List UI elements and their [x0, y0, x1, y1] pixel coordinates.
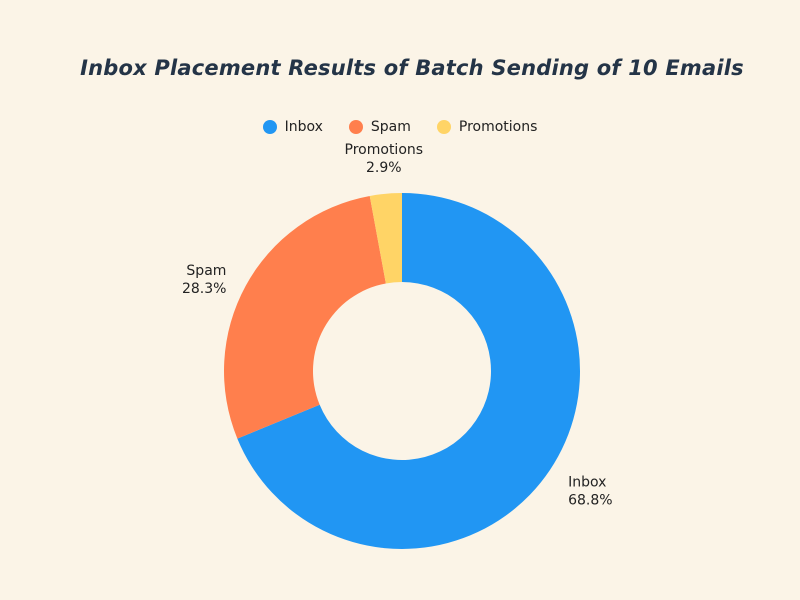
- slice-inbox[interactable]: [237, 193, 581, 549]
- slice-label-name-inbox: Inbox: [568, 474, 606, 490]
- slice-labels: Inbox 68.8% Spam 28.3% Promotions 2.9%: [182, 142, 613, 509]
- chart-title: Inbox Placement Results of Batch Sending…: [80, 56, 744, 80]
- legend-swatch-inbox: [262, 120, 277, 134]
- legend-label-promotions: Promotions: [458, 119, 538, 135]
- slice-label-value-promotions: 2.9%: [366, 160, 402, 176]
- slice-label-value-spam: 28.3%: [182, 281, 226, 297]
- legend-swatch-promotions: [436, 120, 451, 134]
- slice-promotions[interactable]: [369, 193, 402, 284]
- legend-item-inbox[interactable]: Inbox: [262, 119, 323, 135]
- donut-slices: [224, 193, 581, 549]
- slice-spam[interactable]: [224, 195, 386, 439]
- legend-item-promotions[interactable]: Promotions: [436, 119, 538, 135]
- slice-label-name-spam: Spam: [186, 263, 226, 279]
- legend-item-spam[interactable]: Spam: [348, 119, 411, 135]
- legend-label-inbox: Inbox: [284, 119, 323, 135]
- slice-label-value-inbox: 68.8%: [568, 492, 612, 508]
- legend-label-spam: Spam: [370, 119, 411, 135]
- slice-label-name-promotions: Promotions: [345, 142, 424, 158]
- legend-swatch-spam: [348, 120, 363, 134]
- legend: Inbox Spam Promotions: [0, 119, 800, 135]
